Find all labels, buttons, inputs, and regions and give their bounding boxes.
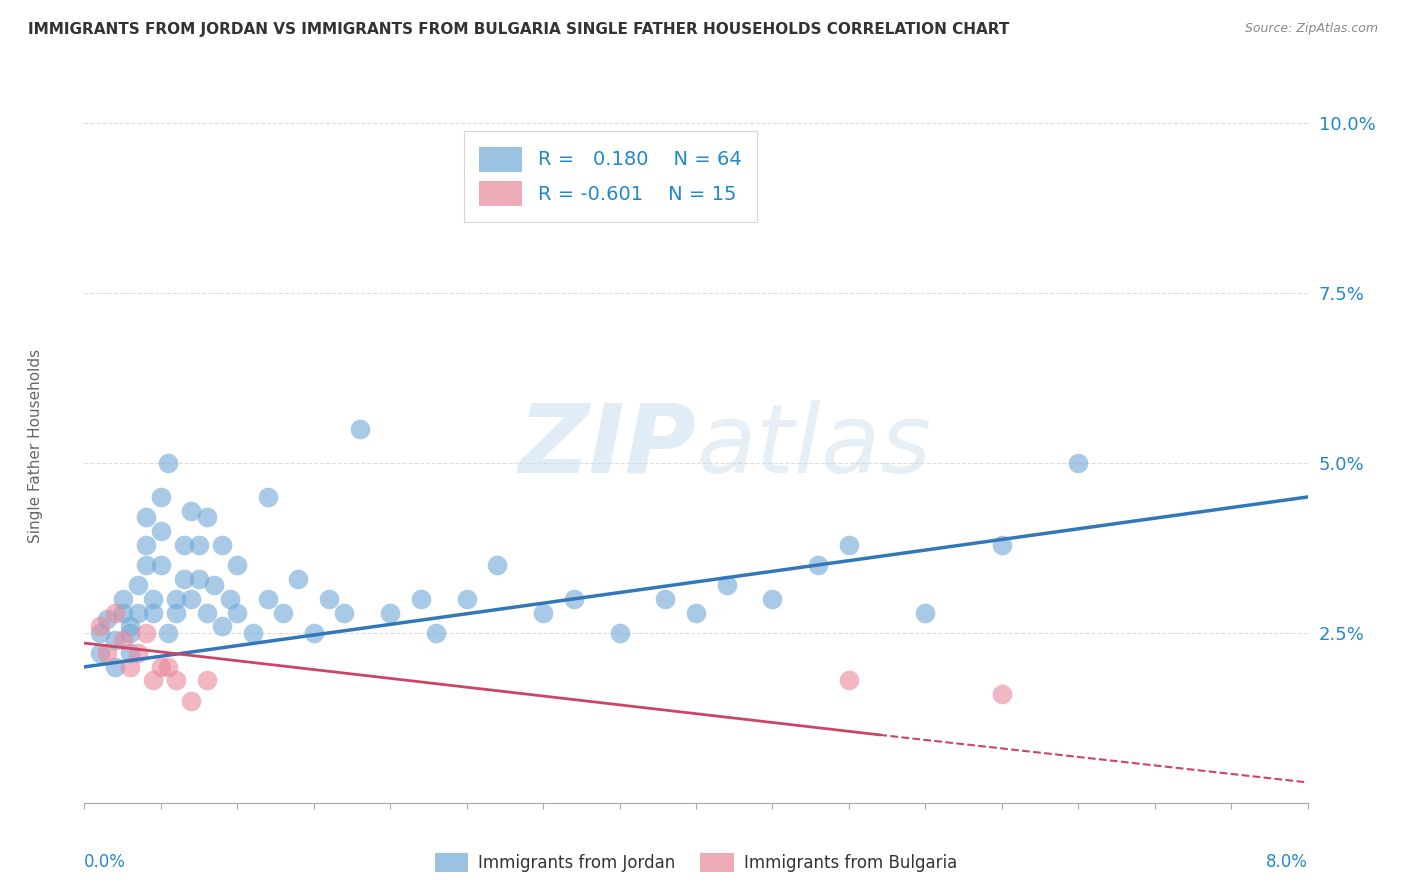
Point [157, 660, 180, 674]
Point [409, 591, 432, 606]
Point [333, 606, 356, 620]
Point [188, 537, 211, 551]
Point [149, 490, 172, 504]
Point [142, 673, 165, 688]
Point [838, 673, 860, 688]
Point [149, 660, 172, 674]
Point [157, 626, 180, 640]
Point [96, 612, 118, 626]
Point [242, 626, 264, 640]
Point [531, 606, 554, 620]
Point [89, 646, 111, 660]
Point [135, 537, 157, 551]
Point [135, 626, 157, 640]
Point [990, 687, 1012, 701]
Point [173, 572, 195, 586]
Text: 0.0%: 0.0% [84, 853, 127, 871]
Text: 8.0%: 8.0% [1265, 853, 1308, 871]
Point [111, 591, 134, 606]
Point [685, 606, 707, 620]
Point [211, 619, 233, 633]
Point [157, 456, 180, 470]
Point [761, 591, 783, 606]
Point [318, 591, 340, 606]
Point [135, 510, 157, 524]
Point [838, 537, 860, 551]
Text: atlas: atlas [696, 400, 931, 492]
Point [486, 558, 509, 572]
Point [120, 646, 142, 660]
Point [89, 626, 111, 640]
Point [180, 694, 202, 708]
Point [165, 591, 187, 606]
Point [990, 537, 1012, 551]
Point [104, 632, 127, 647]
Point [180, 503, 202, 517]
Point [127, 646, 149, 660]
Point [609, 626, 631, 640]
Point [287, 572, 309, 586]
Point [180, 591, 202, 606]
Point [218, 591, 240, 606]
Point [120, 619, 142, 633]
Point [188, 572, 211, 586]
Point [654, 591, 676, 606]
Legend: Immigrants from Jordan, Immigrants from Bulgaria: Immigrants from Jordan, Immigrants from … [426, 844, 966, 880]
Point [195, 510, 218, 524]
Point [120, 626, 142, 640]
Point [211, 537, 233, 551]
Point [111, 632, 134, 647]
Text: Source: ZipAtlas.com: Source: ZipAtlas.com [1244, 22, 1378, 36]
Point [271, 606, 294, 620]
Point [226, 558, 249, 572]
Point [120, 660, 142, 674]
Point [142, 591, 165, 606]
Point [104, 660, 127, 674]
Point [914, 606, 936, 620]
Point [349, 422, 371, 436]
Point [96, 646, 118, 660]
Point [149, 524, 172, 538]
Point [127, 606, 149, 620]
Point [127, 578, 149, 592]
Point [135, 558, 157, 572]
Point [195, 606, 218, 620]
Point [380, 606, 402, 620]
Point [195, 673, 218, 688]
Point [165, 673, 187, 688]
Point [562, 591, 585, 606]
Point [142, 606, 165, 620]
Point [149, 558, 172, 572]
Point [257, 591, 280, 606]
Point [226, 606, 249, 620]
Text: ZIP: ZIP [517, 400, 696, 492]
Point [302, 626, 325, 640]
Point [257, 490, 280, 504]
Point [202, 578, 225, 592]
Point [425, 626, 447, 640]
Point [89, 619, 111, 633]
Point [111, 606, 134, 620]
Text: Single Father Households: Single Father Households [28, 349, 44, 543]
Point [173, 537, 195, 551]
Text: IMMIGRANTS FROM JORDAN VS IMMIGRANTS FROM BULGARIA SINGLE FATHER HOUSEHOLDS CORR: IMMIGRANTS FROM JORDAN VS IMMIGRANTS FRO… [28, 22, 1010, 37]
Point [716, 578, 738, 592]
Point [165, 606, 187, 620]
Point [104, 606, 127, 620]
Point [1067, 456, 1090, 470]
Point [807, 558, 830, 572]
Point [456, 591, 478, 606]
